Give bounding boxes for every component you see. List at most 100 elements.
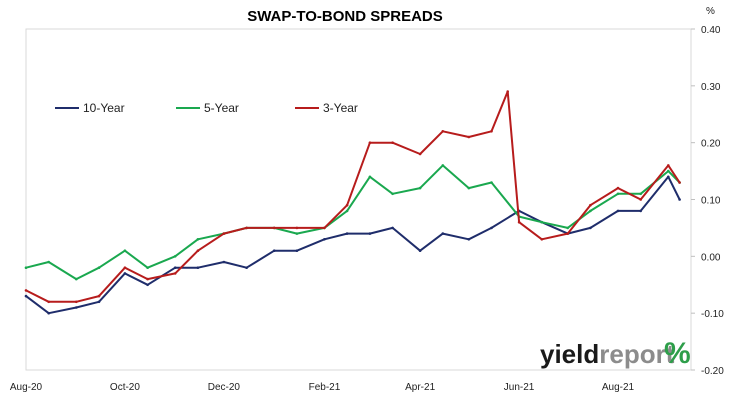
data-point — [589, 226, 592, 230]
data-point — [97, 300, 101, 304]
data-point — [75, 306, 78, 309]
data-point — [24, 294, 28, 298]
data-point — [295, 232, 299, 235]
data-point — [146, 266, 149, 270]
data-point — [123, 266, 127, 270]
logo-percent-icon: % — [664, 337, 691, 370]
data-point — [418, 152, 422, 156]
logo-report: report — [599, 339, 674, 369]
data-point — [47, 300, 50, 304]
data-point — [667, 164, 670, 167]
plot-area — [25, 28, 692, 371]
data-point — [467, 135, 471, 139]
x-tick-label: Aug-21 — [602, 382, 635, 393]
data-point — [222, 232, 226, 235]
data-point — [589, 203, 592, 207]
data-point — [368, 232, 372, 235]
data-point — [222, 260, 226, 264]
data-point — [97, 294, 101, 298]
y-tick-label: 0.00 — [701, 252, 721, 263]
data-point — [245, 226, 248, 230]
data-point — [639, 198, 642, 201]
data-point — [24, 266, 28, 270]
data-point — [391, 141, 394, 144]
data-point — [566, 226, 569, 230]
data-point — [506, 90, 510, 93]
y-tick-label: -0.10 — [701, 309, 724, 320]
data-point — [391, 226, 394, 230]
data-point — [173, 254, 177, 258]
data-point — [490, 226, 493, 230]
data-point — [467, 186, 471, 190]
data-point — [345, 209, 349, 213]
data-point — [295, 226, 299, 230]
y-axis-unit: % — [706, 6, 715, 17]
series-10-year — [24, 175, 681, 315]
data-point — [146, 277, 149, 281]
data-point — [196, 238, 200, 241]
data-point — [540, 238, 544, 241]
data-point — [566, 232, 569, 235]
data-point — [272, 249, 276, 252]
legend: 10-Year 5-Year 3-Year — [55, 101, 358, 115]
data-point — [47, 260, 50, 264]
y-tick-label: 0.30 — [701, 82, 721, 93]
data-point — [75, 277, 78, 281]
legend-label: 10-Year — [83, 101, 125, 115]
data-point — [517, 220, 521, 224]
y-tick-label: 0.20 — [701, 139, 721, 150]
data-point — [467, 238, 471, 241]
x-tick-label: Oct-20 — [110, 382, 140, 393]
data-point — [678, 181, 681, 184]
data-point — [345, 203, 349, 207]
data-point — [75, 300, 78, 304]
data-point — [47, 311, 50, 315]
data-point — [418, 186, 422, 190]
data-point — [196, 249, 200, 252]
data-point — [391, 192, 394, 196]
x-tick-label: Jun-21 — [504, 382, 535, 393]
data-point — [323, 226, 326, 230]
data-point — [295, 249, 299, 252]
data-point — [540, 220, 544, 224]
svg-text:yieldreport: yieldreport — [540, 339, 675, 369]
series-5-year — [24, 164, 681, 281]
x-tick-label: Feb-21 — [309, 382, 341, 393]
y-axis: 0.40 0.30 0.20 0.10 0.00 -0.10 -0.20 — [691, 25, 724, 377]
data-point — [616, 192, 620, 196]
logo-yield: yield — [540, 339, 599, 369]
data-point — [441, 130, 445, 133]
data-point — [323, 238, 326, 241]
data-point — [97, 266, 101, 270]
data-point — [418, 249, 422, 252]
data-point — [441, 164, 445, 167]
data-point — [490, 130, 493, 133]
data-point — [678, 198, 681, 201]
data-point — [196, 266, 200, 270]
data-point — [589, 209, 592, 213]
yieldreport-logo: yieldreport % — [540, 337, 691, 370]
data-point — [667, 169, 670, 173]
data-point — [441, 232, 445, 235]
series-layer — [24, 90, 681, 315]
x-tick-label: Aug-20 — [10, 382, 43, 393]
data-point — [368, 141, 372, 144]
data-point — [272, 226, 276, 230]
data-point — [490, 181, 493, 184]
y-tick-label: 0.40 — [701, 25, 721, 36]
data-point — [24, 289, 28, 292]
data-point — [146, 283, 149, 287]
data-point — [245, 266, 248, 270]
data-point — [173, 272, 177, 275]
data-point — [123, 272, 127, 275]
x-tick-label: Dec-20 — [208, 382, 241, 393]
data-point — [345, 232, 349, 235]
series-line — [25, 90, 681, 303]
y-tick-label: 0.10 — [701, 196, 721, 207]
data-point — [616, 186, 620, 190]
series-3-year — [24, 90, 681, 304]
y-tick-label: -0.20 — [701, 366, 724, 377]
data-point — [368, 175, 372, 179]
chart-title: SWAP-TO-BOND SPREADS — [247, 8, 443, 25]
